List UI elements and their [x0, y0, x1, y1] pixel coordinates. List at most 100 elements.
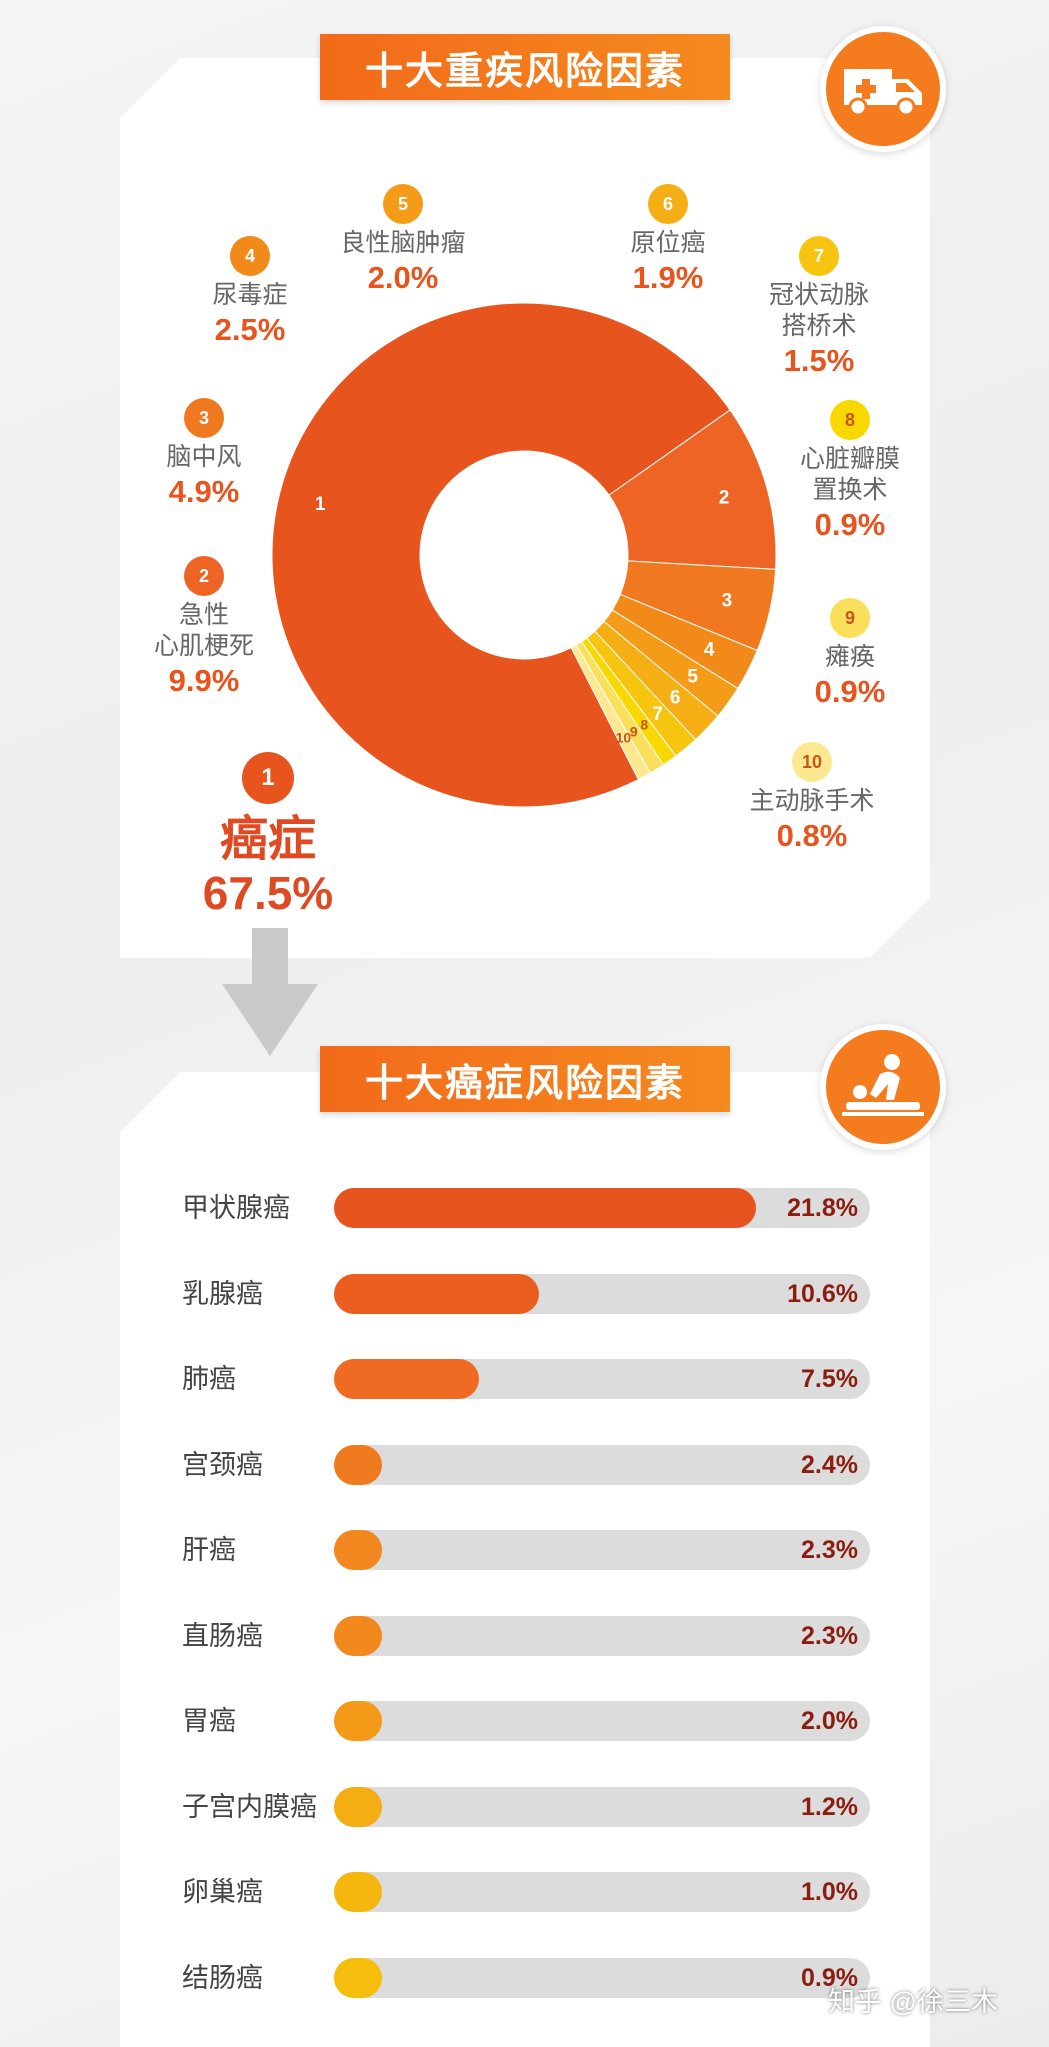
bar-value-label: 10.6% [787, 1279, 858, 1308]
bar-category-label: 乳腺癌 [182, 1278, 263, 1309]
slice-rank-label-5: 5 [687, 666, 698, 687]
rank-badge: 10 [792, 742, 832, 782]
factor-name-line-1: 急性 [178, 601, 229, 629]
bar-value-label: 21.8% [787, 1194, 858, 1222]
risk-factor-card [120, 58, 930, 958]
bar-track [334, 1786, 870, 1827]
factor-percent: 1.5% [783, 343, 855, 378]
factor-percent: 2.5% [214, 312, 286, 347]
bar-value-label: 2.3% [801, 1621, 858, 1650]
bar-track [334, 1530, 870, 1570]
factor-percent: 0.9% [814, 674, 886, 709]
rank-badge: 8 [830, 400, 870, 440]
watermark: 知乎 @徐三木 [828, 1987, 998, 2017]
risk-factor-3: 3 脑中风 4.9% [94, 398, 314, 511]
slice-rank-label-1: 1 [315, 494, 326, 515]
risk-factor-4: 4 尿毒症 2.5% [140, 236, 360, 349]
rank-badge: 2 [184, 556, 224, 596]
factor-name: 癌症 [219, 813, 316, 866]
factor-percent: 1.9% [632, 260, 704, 295]
bar-track [334, 1957, 870, 1998]
section-title-major-diseases: 十大重疾风险因素 [320, 34, 730, 100]
bar-value-label: 2.4% [801, 1450, 858, 1479]
factor-percent: 0.8% [776, 818, 848, 853]
factor-name-line-2: 心肌梗死 [153, 632, 254, 660]
donut-slice-1 [271, 302, 731, 808]
bar-fill [334, 1444, 382, 1485]
rank-badge: 4 [230, 236, 270, 276]
arrow-down-icon [222, 928, 318, 1056]
bar-fill [334, 1872, 382, 1912]
bar-track [334, 1701, 870, 1741]
rank-badge: 1 [242, 752, 294, 804]
bar-value-label: 0.9% [801, 1963, 858, 1992]
rank-badge: 6 [648, 184, 688, 224]
bar-value-label: 2.0% [801, 1707, 858, 1735]
factor-name-line-2: 搭桥术 [781, 312, 857, 340]
bar-track [334, 1615, 870, 1656]
factor-name-line-2: 置换术 [812, 476, 888, 504]
bar-value-label: 7.5% [801, 1365, 858, 1393]
rank-badge: 7 [799, 236, 839, 276]
factor-name: 脑中风 [166, 443, 242, 471]
factor-percent: 2.0% [367, 260, 439, 295]
donut-slice-10 [570, 644, 652, 781]
factor-name: 主动脉手术 [749, 787, 875, 815]
bar-category-label: 肺癌 [182, 1364, 236, 1394]
slice-rank-label-7: 7 [652, 704, 663, 725]
bar-track [334, 1444, 870, 1485]
factor-percent: 67.5% [202, 867, 334, 919]
risk-factor-5: 5 良性脑肿瘤 2.0% [293, 184, 513, 297]
factor-name: 尿毒症 [212, 281, 288, 309]
bar-category-label: 甲状腺癌 [182, 1193, 290, 1223]
slice-rank-label-3: 3 [722, 590, 733, 611]
risk-factor-8: 8 心脏瓣膜 置换术 0.9% [740, 400, 960, 544]
ambulance-icon [820, 26, 946, 152]
bar-category-label: 胃癌 [182, 1706, 236, 1736]
factor-percent: 9.9% [168, 663, 240, 698]
slice-rank-label-10: 10 [616, 730, 632, 746]
factor-name: 瘫痪 [824, 643, 875, 671]
bar-category-label: 肝癌 [182, 1535, 236, 1565]
slice-rank-label-9: 9 [630, 724, 638, 740]
bar-category-label: 宫颈癌 [182, 1449, 263, 1480]
bar-fill [334, 1615, 382, 1656]
factor-name-line-1: 心脏瓣膜 [799, 445, 900, 473]
bar-fill [334, 1701, 382, 1741]
factor-percent: 4.9% [168, 474, 240, 509]
bar-fill [334, 1188, 756, 1228]
factor-name-line-1: 冠状动脉 [768, 281, 869, 309]
risk-factor-1: 1 癌症 67.5% [158, 752, 378, 918]
rank-badge: 5 [383, 184, 423, 224]
bar-value-label: 1.2% [801, 1792, 858, 1821]
bar-fill [334, 1530, 382, 1570]
risk-factor-2: 2 急性 心肌梗死 9.9% [94, 556, 314, 700]
bar-fill [334, 1273, 540, 1314]
bar-category-label: 卵巢癌 [182, 1877, 263, 1907]
slice-rank-label-8: 8 [640, 717, 648, 733]
factor-name: 原位癌 [630, 229, 706, 257]
risk-factor-6: 6 原位癌 1.9% [558, 184, 778, 297]
bar-category-label: 子宫内膜癌 [182, 1791, 317, 1822]
bar-fill [334, 1786, 382, 1827]
factor-name: 良性脑肿瘤 [340, 229, 466, 257]
bar-value-label: 1.0% [801, 1878, 858, 1906]
rank-badge: 3 [184, 398, 224, 438]
rank-badge: 9 [830, 598, 870, 638]
bar-category-label: 直肠癌 [182, 1620, 263, 1651]
risk-factor-9: 9 瘫痪 0.9% [740, 598, 960, 711]
cpr-icon [820, 1024, 946, 1150]
section-title-cancers: 十大癌症风险因素 [320, 1046, 730, 1112]
bar-track [334, 1872, 870, 1912]
factor-percent: 0.9% [814, 507, 886, 542]
slice-rank-label-4: 4 [704, 639, 715, 660]
bar-fill [334, 1957, 382, 1998]
bar-value-label: 2.3% [801, 1536, 858, 1564]
slice-rank-label-2: 2 [719, 487, 730, 508]
bar-fill [334, 1359, 480, 1399]
slice-rank-label-6: 6 [670, 687, 681, 708]
risk-factor-7: 7 冠状动脉 搭桥术 1.5% [709, 236, 929, 380]
risk-factor-10: 10 主动脉手术 0.8% [702, 742, 922, 855]
bar-category-label: 结肠癌 [182, 1962, 263, 1993]
